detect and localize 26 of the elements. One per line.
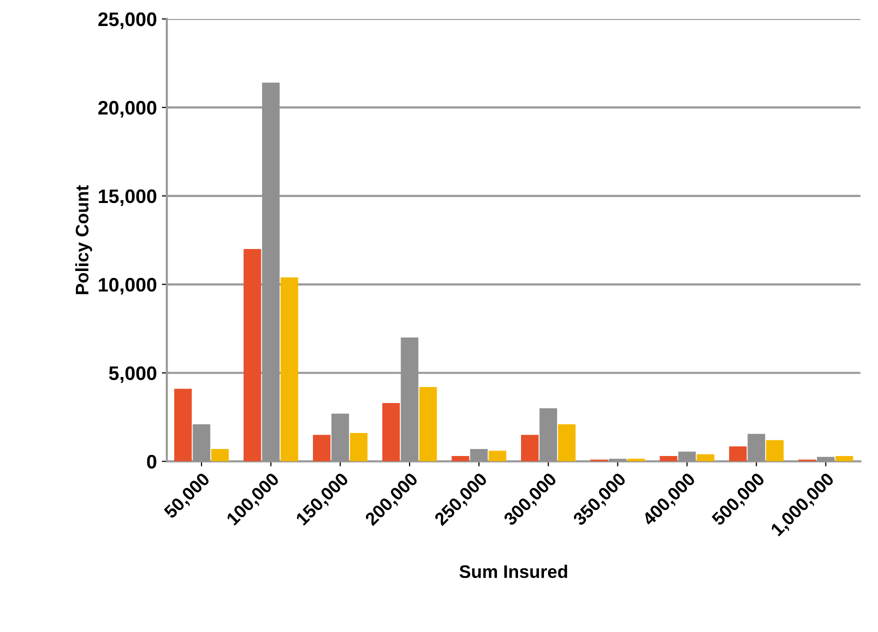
y-tick-label: 0 [147, 454, 156, 469]
bar [558, 424, 576, 462]
bar [521, 434, 539, 462]
bar [280, 277, 298, 462]
bar [419, 387, 437, 462]
bar [696, 454, 714, 462]
bar [835, 456, 854, 462]
bar [174, 388, 192, 462]
bar [211, 448, 229, 462]
bar [627, 458, 645, 462]
bar [382, 402, 400, 462]
bar [350, 433, 368, 462]
y-tick-label: 15,000 [98, 189, 156, 206]
y-tick-label: 20,000 [98, 100, 156, 118]
bar [766, 440, 784, 462]
y-axis-title: Policy Count [75, 185, 92, 294]
bar [488, 450, 506, 462]
bar [244, 249, 262, 462]
bar [452, 456, 470, 462]
bar [312, 434, 331, 462]
y-tick-label: 10,000 [98, 278, 156, 294]
x-axis-title: Sum Insured [459, 564, 568, 578]
y-tick-label: 25,000 [98, 12, 156, 30]
bar [729, 446, 747, 462]
y-tick-label: 5,000 [109, 366, 156, 383]
bar [660, 456, 678, 462]
